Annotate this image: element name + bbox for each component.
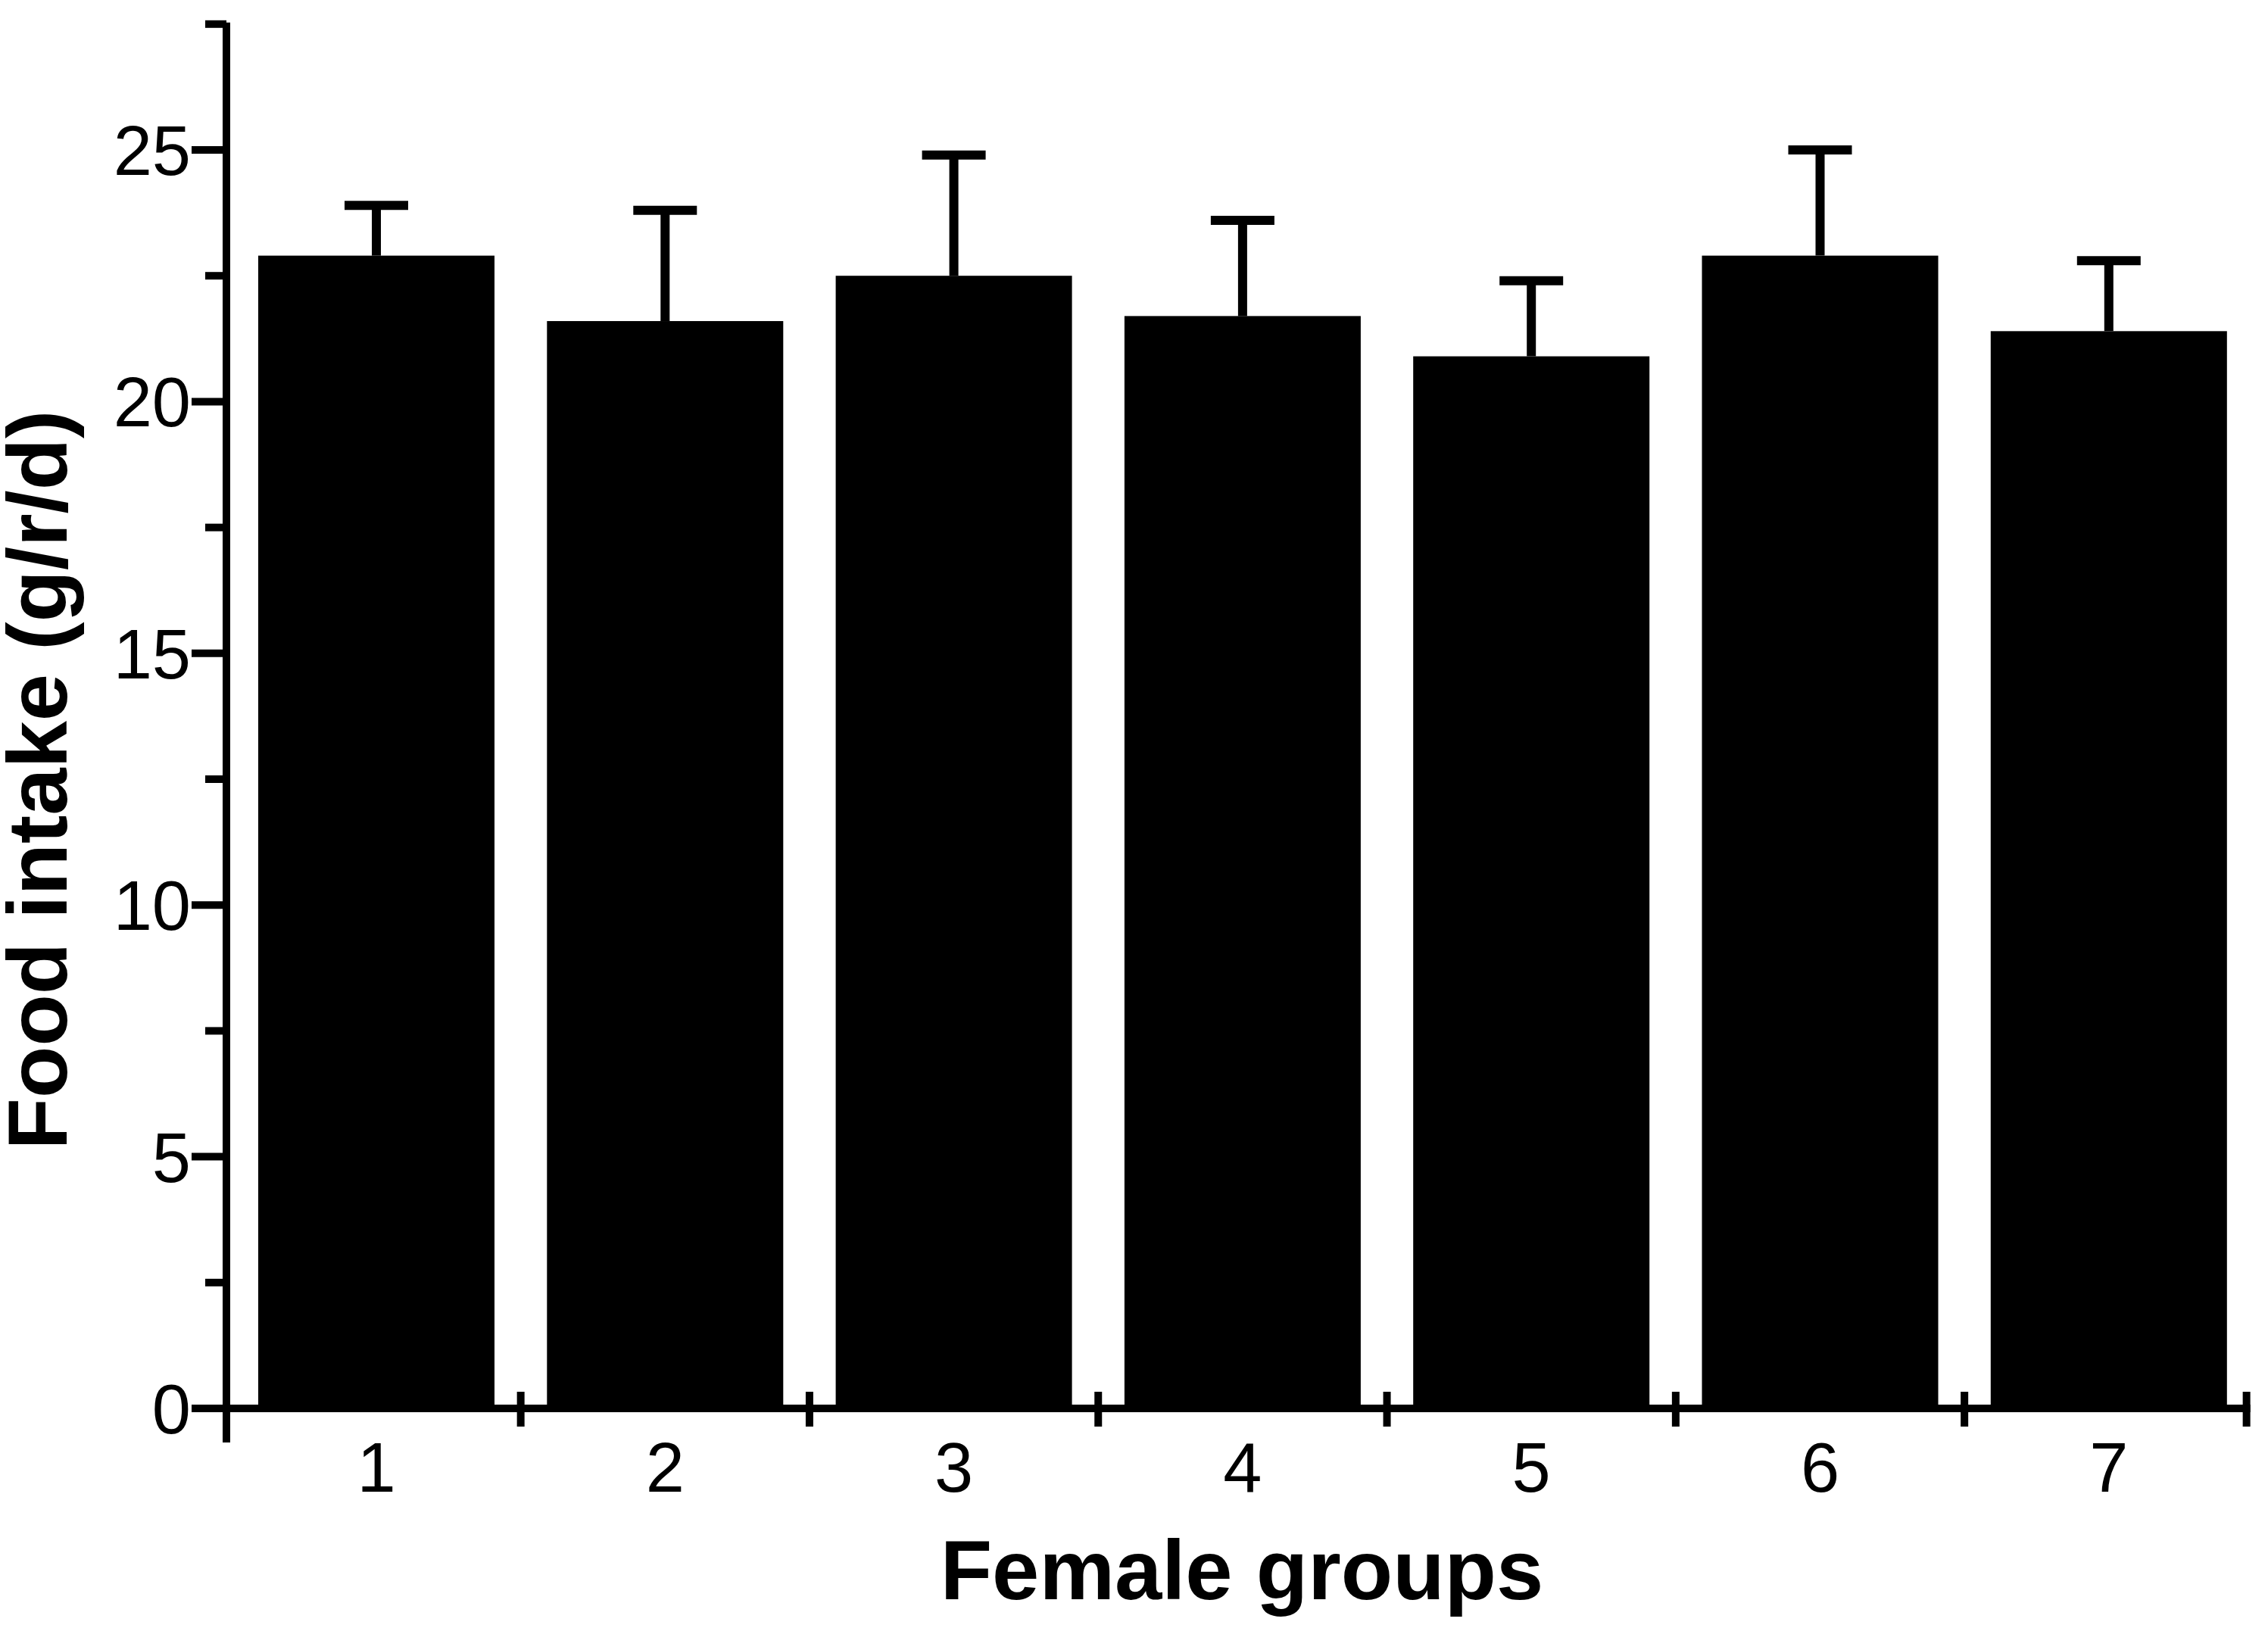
y-tick-label-5: 5 (152, 1119, 191, 1196)
y-tick-label-10: 10 (114, 867, 191, 944)
y-tick-label-25: 25 (114, 112, 191, 189)
bar-group-4 (1125, 316, 1361, 1408)
x-tick-label-6: 6 (1801, 1429, 1839, 1506)
x-tick-label-4: 4 (1223, 1429, 1262, 1506)
x-tick-label-2: 2 (646, 1429, 685, 1506)
y-tick-label-15: 15 (114, 616, 191, 693)
bar-group-5 (1413, 357, 1649, 1408)
x-axis-title: Female groups (941, 1523, 1544, 1617)
bar-group-7 (1991, 331, 2227, 1408)
bar-group-1 (258, 256, 494, 1408)
x-tick-label-5: 5 (1512, 1429, 1551, 1506)
bar-group-6 (1702, 256, 1939, 1408)
x-tick-label-3: 3 (934, 1429, 973, 1506)
bars-layer (258, 256, 2227, 1408)
bar-chart-figure: 0 5 10 15 20 25 1 2 3 4 5 6 7 Food intake (g/r/d) Fe… (0, 0, 2268, 1628)
bar-group-3 (836, 276, 1072, 1408)
bar-chart-canvas: 0 5 10 15 20 25 1 2 3 4 5 6 7 Food intake (g/r/d) Fe… (0, 0, 2268, 1628)
y-axis-title: Food intake (g/r/d) (0, 410, 85, 1150)
x-tick-label-7: 7 (2089, 1429, 2128, 1506)
y-tick-label-20: 20 (114, 363, 191, 441)
y-tick-label-0: 0 (152, 1371, 191, 1448)
x-tick-label-1: 1 (357, 1429, 395, 1506)
bar-group-2 (547, 321, 783, 1408)
